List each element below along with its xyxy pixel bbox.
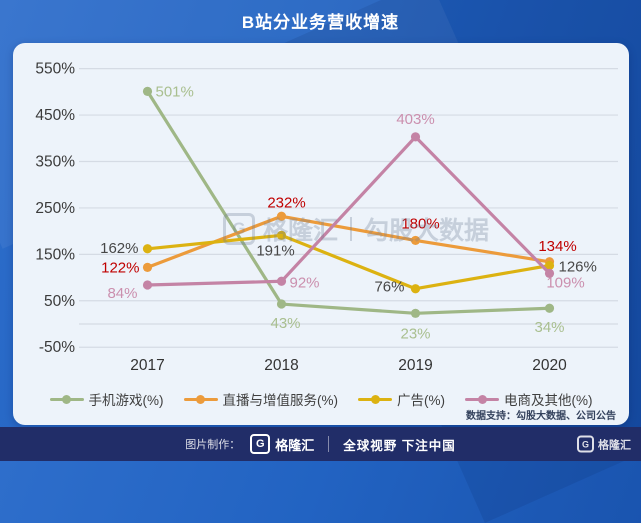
data-point [276,276,287,286]
data-label: 191% [256,242,294,259]
legend-marker-icon [183,394,218,404]
data-label: 109% [546,274,584,291]
data-point [544,268,555,278]
footer-gelonghui-logo: G 格隆汇 [250,434,314,454]
line-chart: 550% 450% 350% 250% 150% 50% -50% 2017 2018 2019 2… [35,61,618,374]
data-label: 232% [267,194,305,211]
legend-label: 广告(%) [397,393,445,408]
data-label: 501% [156,83,194,100]
y-axis-tick-label: 550% [35,61,75,78]
gelonghui-logo-icon: G [250,434,271,454]
data-point [410,132,421,142]
legend-label: 电商及其他(%) [504,393,593,408]
x-axis-tick-label: 2017 [130,357,164,374]
footer-bar: 图片制作： G 格隆汇 全球视野 下注中国 G 格隆汇 [0,427,641,461]
datasource-note: 数据支持：勾股大数据、公司公告 [466,411,616,422]
footer-made-by-label: 图片制作： [185,439,241,451]
gelonghui-logo-icon: G [577,435,594,453]
data-point [276,211,287,221]
data-label: 43% [270,315,300,332]
legend-label: 直播与增值服务(%) [222,393,339,408]
data-point [410,235,421,246]
y-axis-tick-label: -50% [39,339,75,356]
footer-gelonghui-logo-right: G 格隆汇 [577,435,631,453]
legend-item: 直播与增值服务(%) [183,389,339,409]
data-point [142,86,153,96]
data-label: 162% [100,240,138,257]
x-axis-tick-label: 2018 [264,357,298,374]
chart-legend: 手机游戏(%) 直播与增值服务(%) 广告(%) 电商及其他(%) [13,389,629,409]
y-axis-tick-label: 250% [35,200,75,217]
data-point [276,299,287,309]
data-point [410,284,421,294]
y-axis-tick-label: 350% [35,153,75,170]
legend-item: 电商及其他(%) [465,389,593,409]
data-point [142,262,153,272]
footer-slogan: 全球视野 下注中国 [343,438,456,453]
data-label: 34% [534,319,564,336]
series-line [145,89,552,315]
data-point [544,260,555,271]
data-label: 180% [401,215,439,232]
page-title: B站分业务营收增速 [241,13,400,32]
y-axis-tick-label: 150% [35,246,75,263]
data-label: 84% [107,285,137,302]
data-label: 92% [290,274,320,291]
data-point [142,280,153,290]
data-label: 23% [400,325,430,342]
data-label: 403% [396,111,434,128]
data-label: 122% [101,259,139,276]
legend-item: 广告(%) [358,389,445,409]
footer-brand-name-right: 格隆汇 [598,439,631,451]
footer-brand-name: 格隆汇 [275,437,315,453]
data-label: 126% [559,258,597,275]
footer-divider [328,436,330,452]
x-axis-tick-label: 2020 [532,357,567,374]
legend-marker-icon [49,394,84,404]
series-line [145,135,552,287]
data-label: 76% [374,279,404,296]
x-axis-tick-label: 2019 [398,357,432,374]
data-point [410,308,421,318]
legend-marker-icon [358,394,392,404]
y-axis-tick-label: 450% [35,107,75,124]
legend-label: 手机游戏(%) [88,393,164,408]
data-point [276,230,287,240]
data-point [142,244,153,254]
data-point [544,303,555,313]
y-axis-tick-label: 50% [44,293,75,310]
data-label: 134% [538,238,576,255]
chart-card: G 格隆汇 勾股大数据 550% 450% 350% 250% 150% 50% -50% 2… [13,43,629,425]
series-line [145,233,552,291]
legend-item: 手机游戏(%) [49,389,164,409]
legend-marker-icon [465,394,499,404]
